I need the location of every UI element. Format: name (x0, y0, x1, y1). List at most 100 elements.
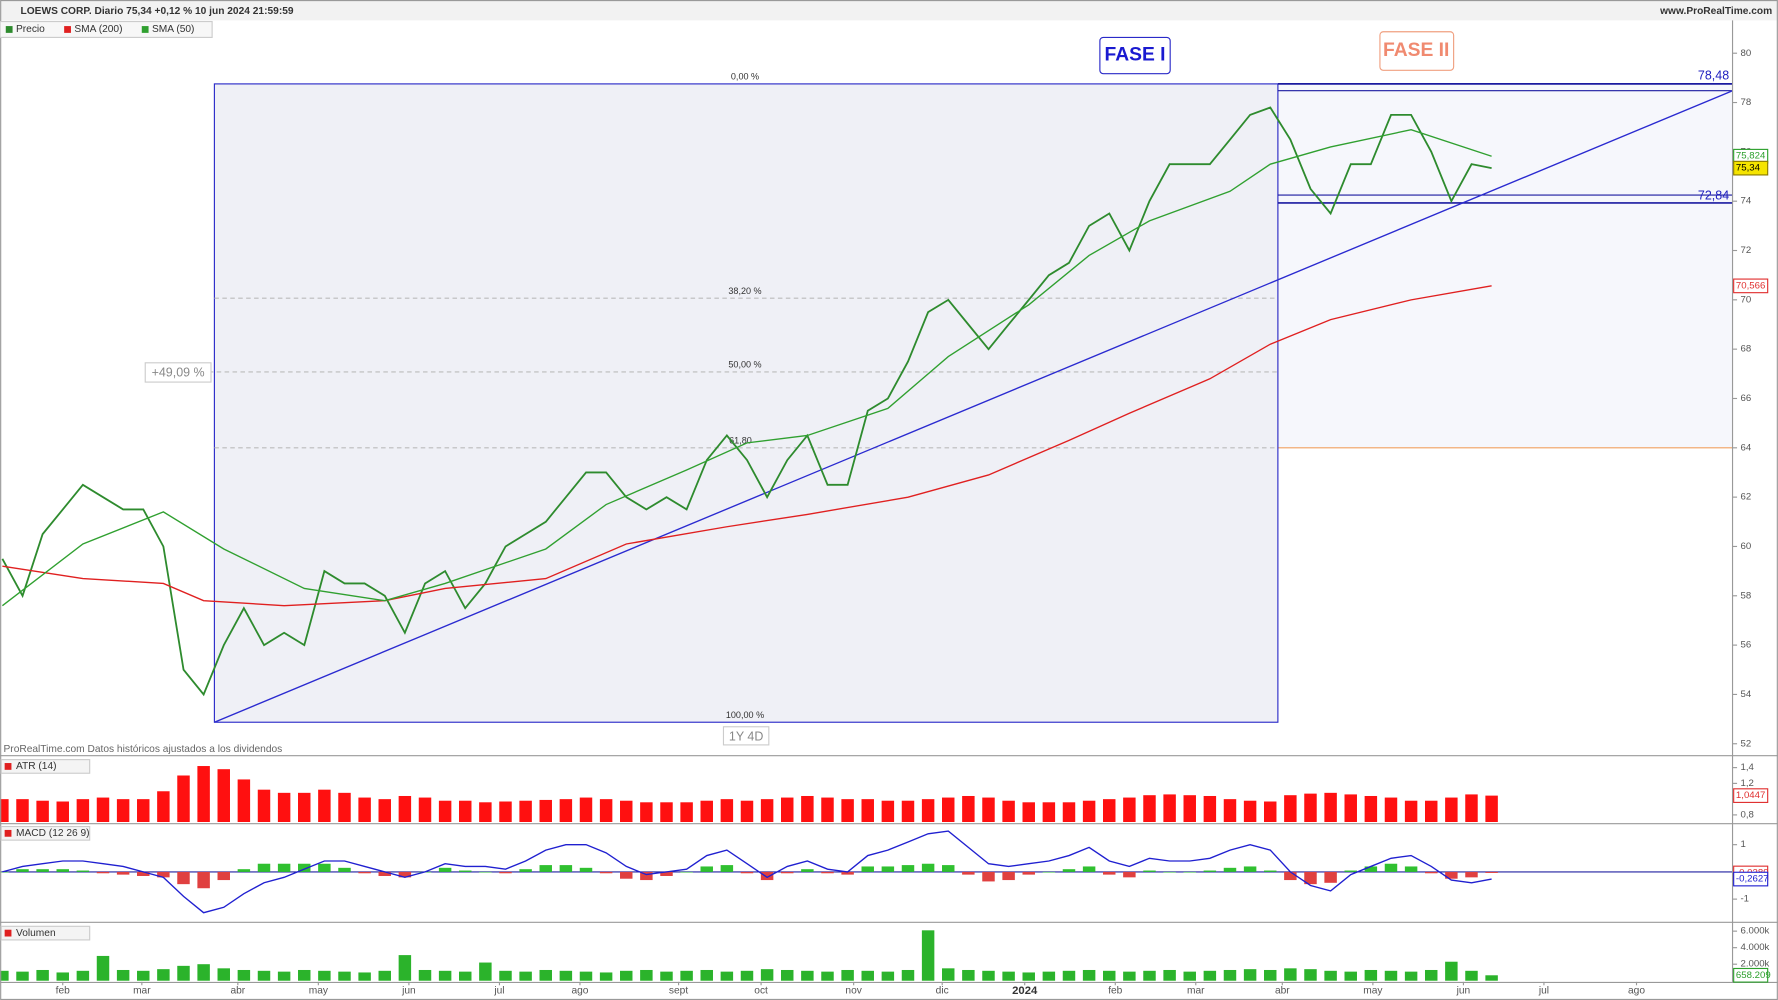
bar (1103, 799, 1116, 822)
x-tick-label: nov (845, 986, 862, 997)
bar (116, 871, 130, 875)
series-line (2, 285, 1492, 607)
bar (157, 871, 170, 878)
y-tick-label: 66 (1740, 393, 1751, 404)
bar (680, 970, 693, 981)
bar (1384, 863, 1398, 872)
bar (499, 801, 512, 822)
bar (277, 971, 291, 981)
bar (539, 799, 552, 822)
bar (1203, 870, 1217, 872)
bar (821, 797, 834, 822)
bar (1123, 797, 1136, 822)
bar (620, 970, 633, 981)
series-line (1, 106, 1492, 697)
legend-label: SMA (50) (152, 24, 194, 35)
bar (237, 869, 251, 872)
bar (1143, 970, 1156, 981)
bar (1123, 971, 1136, 981)
value-tag-label: 1,0447 (1736, 790, 1765, 801)
bar (217, 871, 230, 881)
legend-label: Precio (16, 24, 45, 35)
bar (599, 972, 613, 981)
x-tick-label: ago (571, 986, 588, 997)
bar (36, 800, 49, 822)
bar (1304, 793, 1317, 822)
value-tag-label: 658.209 (1736, 970, 1771, 981)
bar (1264, 870, 1277, 872)
bar (700, 969, 713, 981)
x-tick-label: dic (936, 986, 949, 997)
bar (1022, 972, 1035, 981)
trend-line (214, 90, 1733, 723)
bar (579, 867, 593, 872)
bar (1022, 802, 1035, 822)
value-tag (1733, 278, 1769, 294)
y-tick-label: 70 (1740, 294, 1751, 305)
bar (1243, 866, 1257, 872)
bar (36, 869, 49, 872)
bar (579, 971, 593, 981)
bar (116, 969, 130, 981)
bar (861, 970, 874, 981)
bar (76, 799, 90, 822)
bar (378, 799, 391, 822)
value-tag (1733, 788, 1769, 803)
gain-box (144, 362, 212, 383)
panel-title: MACD (12 26 9) (16, 828, 90, 839)
bar (881, 866, 895, 872)
bar (720, 799, 734, 822)
phase-2-label: FASE II (1383, 40, 1449, 61)
bar (1364, 969, 1378, 981)
legend-bar (0, 20, 213, 38)
bar (1183, 971, 1196, 981)
bar (1123, 871, 1136, 878)
bar (841, 871, 854, 875)
bar (1163, 794, 1176, 822)
bar (620, 871, 633, 879)
bar (16, 971, 29, 981)
bar (1465, 794, 1478, 822)
bar (579, 797, 593, 822)
bar (318, 863, 331, 872)
y-tick-label: 0,8 (1740, 809, 1753, 820)
bar (1143, 795, 1156, 822)
bar (1223, 867, 1237, 872)
bar (559, 865, 573, 872)
y-tick-label: 6.000k (1740, 926, 1769, 937)
phase-1-label: FASE I (1105, 45, 1166, 66)
bar (640, 802, 653, 822)
phase-1-box (1099, 36, 1171, 75)
bar (1485, 871, 1498, 873)
y-tick-label: 80 (1740, 48, 1751, 59)
bar (1223, 969, 1237, 981)
y-tick-label: 62 (1740, 492, 1751, 503)
bar (217, 968, 230, 981)
bar (1062, 869, 1076, 872)
bar (660, 871, 673, 876)
bar (1002, 871, 1015, 881)
x-tick-label: may (1363, 986, 1383, 997)
y-tick-label: 78 (1740, 97, 1751, 108)
bar (217, 769, 230, 822)
x-tick-label: jul (493, 986, 504, 997)
bar (1445, 871, 1458, 879)
duration-box (722, 726, 770, 746)
bar (197, 871, 210, 889)
bar (76, 970, 90, 981)
x-tick-label: jun (1456, 986, 1471, 997)
legend-swatch (5, 26, 13, 33)
y-tick-label: 72 (1740, 245, 1751, 256)
bar (519, 800, 532, 822)
bar (1002, 971, 1015, 981)
y-tick-label: 58 (1740, 590, 1751, 601)
bar (1384, 797, 1398, 822)
bar (378, 970, 391, 981)
bar (1465, 970, 1478, 981)
bar (760, 871, 774, 881)
bar (96, 797, 110, 822)
bar (418, 969, 432, 981)
bar (96, 955, 110, 981)
bar (801, 869, 814, 872)
bar (700, 800, 713, 822)
